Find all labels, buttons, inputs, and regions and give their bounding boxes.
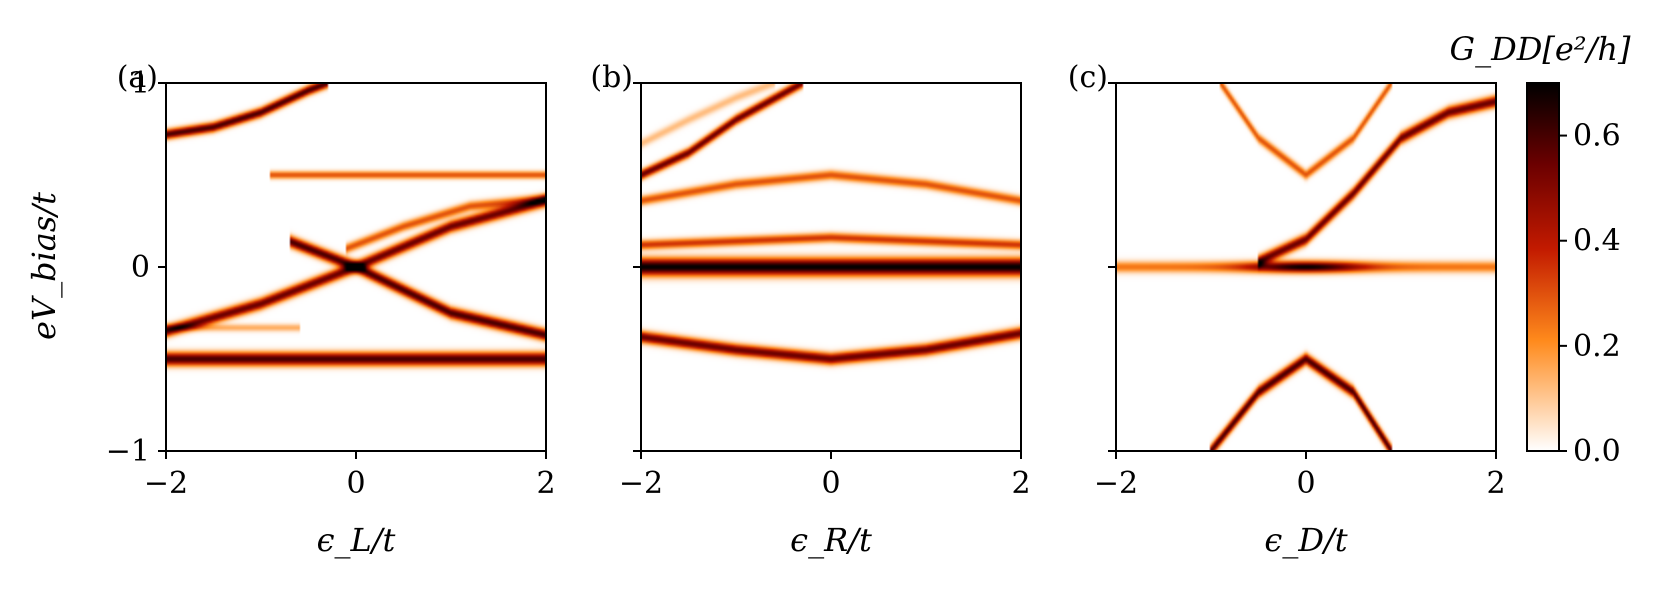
colorbar-ticks: 0.0 0.2 0.4 0.6 [1559,119,1621,469]
x-tick-label-0-0: −2 [144,466,188,501]
colorbar: G_DD[e²/h] 0.0 0.2 0.4 0.6 [1450,30,1632,469]
heatmap-image-2 [1116,83,1496,451]
x-tick-label-0-2: 2 [536,466,555,501]
heatmap-image-0 [166,83,546,451]
x-tick-label-2-0: −2 [1094,466,1138,501]
y-tick-label-2: 1 [131,66,150,101]
panel-label-0: (a) [117,60,158,95]
colorbar-title: G_DD[e²/h] [1450,30,1632,68]
y-axis-label: eV_bias/t [25,192,63,340]
x-tick-label-0-1: 0 [346,466,365,501]
panel-0: −2 0 2 −1 0 1(a) ϵ_L/t [106,60,556,559]
colorbar-tick-label-3: 0.6 [1573,119,1621,154]
panel-1: −2 0 2 (b) ϵ_R/t [590,60,1030,559]
x-tick-label-2-1: 0 [1296,466,1315,501]
x-axis-label-1: ϵ_R/t [790,521,872,559]
x-tick-label-1-1: 0 [821,466,840,501]
colorbar-tick-label-2: 0.4 [1573,224,1621,259]
x-tick-label-2-2: 2 [1486,466,1505,501]
x-axis-label-2: ϵ_D/t [1264,521,1347,559]
colorbar-tick-label-0: 0.0 [1573,434,1621,469]
colorbar-gradient [1526,82,1560,452]
colorbar-tick-label-1: 0.2 [1573,329,1621,364]
panel-label-2: (c) [1068,60,1108,95]
heatmap-image-1 [641,83,1021,451]
panel-2: −2 0 2 (c) ϵ_D/t [1068,60,1506,559]
x-axis-label-0: ϵ_L/t [317,521,396,559]
x-tick-label-1-0: −2 [619,466,663,501]
panels: −2 0 2 −1 0 1(a) ϵ_L/t −2 0 2 (b) ϵ_R/t −2 0 2 (c) ϵ_D/t [106,60,1506,559]
y-tick-label-1: 0 [131,250,150,285]
y-tick-label-0: −1 [106,434,150,469]
panel-label-1: (b) [590,60,633,95]
x-tick-label-1-2: 2 [1011,466,1030,501]
